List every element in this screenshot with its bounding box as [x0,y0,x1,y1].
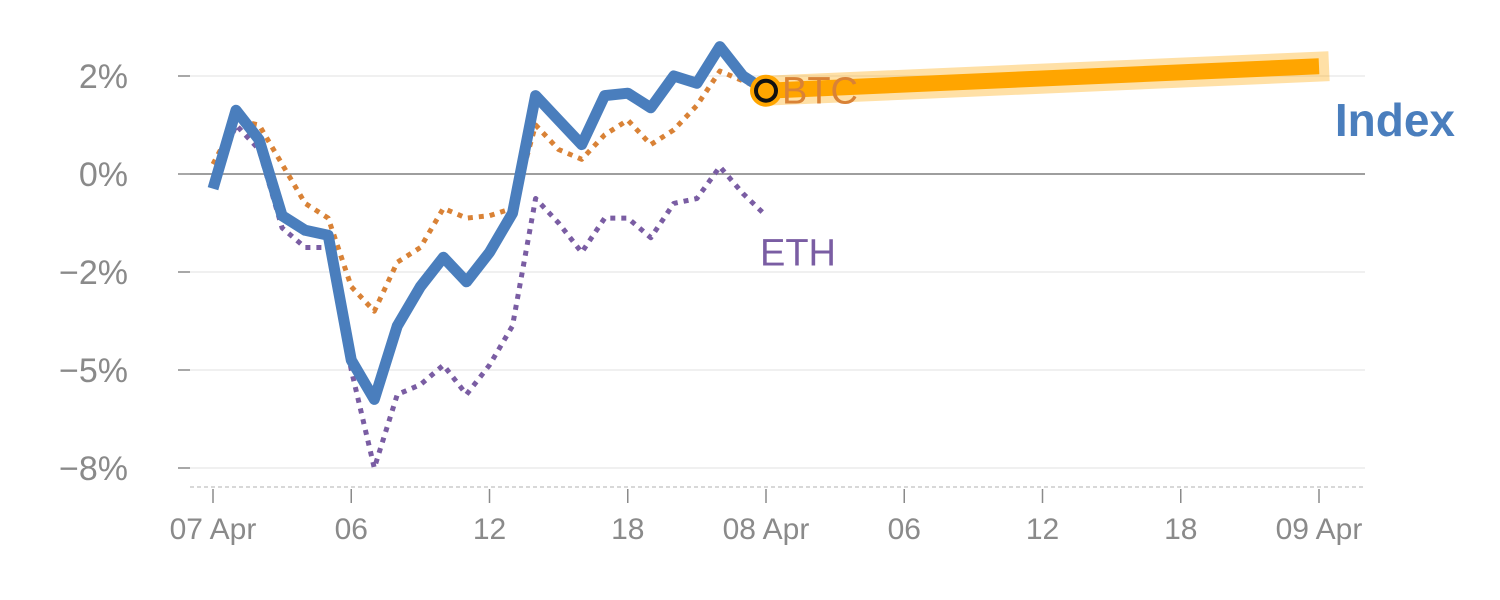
x-tick-label: 18 [611,513,644,546]
y-tick-label: −8% [59,450,128,488]
x-tick-label: 06 [335,513,368,546]
series-labels: BTC ETH Index [760,71,1455,275]
index-series-label: Index [1335,94,1456,146]
eth-series-line [210,122,768,471]
x-axis: 07 Apr 06 12 18 08 Apr 06 12 18 09 Apr [170,486,1365,546]
x-tick-label: 12 [1026,513,1059,546]
current-value-marker [750,74,782,107]
index-series-line [207,41,769,405]
y-tick-label: 2% [79,58,128,96]
y-tick-label: −2% [59,254,128,292]
x-tick-label: 09 Apr [1276,513,1363,546]
y-tick-label: 0% [79,156,128,194]
marker-inner-ring [754,78,778,103]
btc-series-line [210,68,767,314]
x-tick-label: 07 Apr [170,513,257,546]
series-lines [207,41,1330,471]
y-axis: 2% 0% −2% −5% −8% [59,58,190,488]
x-tick-label: 12 [473,513,506,546]
x-tick-label: 06 [888,513,921,546]
y-tick-label: −5% [59,352,128,390]
forecast-line [765,58,1320,99]
x-tick-label: 18 [1164,513,1197,546]
eth-series-label: ETH [760,233,836,275]
x-tick-label: 08 Apr [723,513,810,546]
btc-series-label: BTC [782,71,858,113]
